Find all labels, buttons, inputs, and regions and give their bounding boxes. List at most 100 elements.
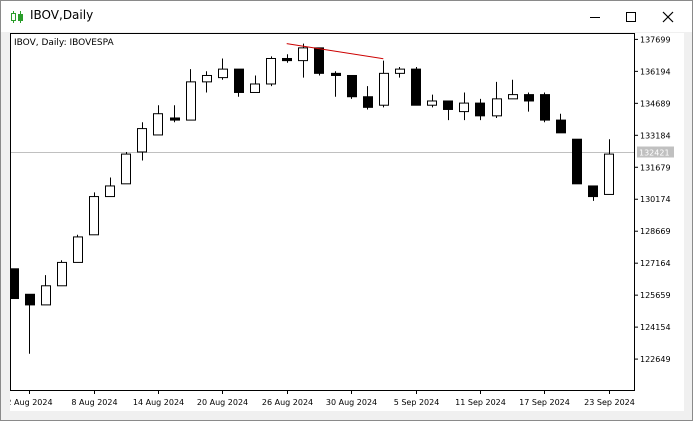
candle-body [363, 96, 373, 108]
x-tick-label: 14 Aug 2024 [133, 398, 184, 407]
y-tick-label: 124154 [640, 323, 671, 332]
candle [121, 151, 131, 185]
candlestick-chart-icon [10, 9, 24, 23]
close-icon [662, 11, 674, 22]
y-tick-label: 122649 [640, 355, 671, 364]
candle-body [137, 128, 147, 153]
candle [459, 92, 469, 121]
title-bar[interactable]: IBOV,Daily [1, 1, 692, 32]
candle-body [25, 293, 35, 306]
candle [186, 69, 196, 121]
candle [492, 81, 502, 118]
candle [105, 177, 115, 198]
candle [9, 268, 19, 300]
candle-body [298, 47, 308, 62]
candle-body [347, 74, 357, 98]
candle [170, 105, 180, 123]
candle-body [218, 68, 228, 79]
candle-body [9, 268, 19, 300]
candle-body [443, 100, 453, 110]
candle [411, 66, 421, 106]
maximize-icon [626, 11, 636, 22]
candle [508, 79, 518, 100]
candle [25, 293, 35, 354]
candle-body [331, 72, 341, 76]
candle-body [508, 94, 518, 100]
candle-body [411, 68, 421, 106]
candle-body [250, 83, 260, 93]
x-tick-label: 20 Aug 2024 [197, 398, 248, 407]
candle [266, 56, 276, 87]
window-title: IBOV,Daily [30, 8, 94, 22]
candle [572, 138, 582, 185]
y-tick-label: 136194 [640, 67, 671, 76]
candle-body [475, 102, 485, 117]
candle [347, 74, 357, 99]
candle-body [395, 68, 405, 74]
candle-body [314, 47, 324, 74]
maximize-button[interactable] [613, 1, 649, 32]
x-tick-label: 11 Sep 2024 [455, 398, 506, 407]
candle-body [73, 236, 83, 263]
x-tick-label: 8 Aug 2024 [71, 398, 117, 407]
candle-body [492, 98, 502, 117]
candle [363, 86, 373, 110]
x-tick-label: 26 Aug 2024 [262, 398, 313, 407]
candle-body [540, 94, 550, 121]
candle-body [153, 113, 163, 136]
candle-body [266, 57, 276, 85]
y-tick-label: 125659 [640, 291, 671, 300]
candle [57, 260, 67, 287]
candle [524, 92, 534, 112]
candlestick-chart[interactable]: 137699 136194 134689 133184 131679 130174 1286… [6, 33, 684, 411]
y-tick-label: 134689 [640, 99, 671, 108]
x-tick-label: 30 Aug 2024 [326, 398, 377, 407]
chart-area[interactable]: 137699 136194 134689 133184 131679 130174 1286… [6, 33, 684, 411]
y-tick-label: 127164 [640, 259, 671, 268]
minimize-button[interactable] [577, 1, 613, 32]
candle-body [524, 94, 534, 102]
candle [153, 105, 163, 136]
candle-body [427, 100, 437, 106]
candle [250, 75, 260, 93]
chart-title: IBOV, Daily: IBOVESPA [14, 38, 114, 48]
candle-body [170, 117, 180, 121]
candle-body [234, 68, 244, 93]
candle-body [572, 138, 582, 185]
candle [73, 234, 83, 263]
candle [41, 275, 51, 306]
x-tick-label: 23 Sep 2024 [584, 398, 635, 407]
candle [475, 98, 485, 121]
candle-body [186, 81, 196, 121]
candle [314, 47, 324, 76]
x-tick-label: 2 Aug 2024 [10, 398, 53, 407]
y-tick-label: 131679 [640, 163, 671, 172]
candle [202, 71, 212, 93]
candle-body [202, 74, 212, 83]
y-tick-label: 130174 [640, 195, 671, 204]
close-button[interactable] [650, 1, 686, 32]
candle [282, 54, 292, 63]
candle-body [57, 261, 67, 287]
candle-body [282, 57, 292, 62]
candle-body [604, 153, 614, 195]
candle-body [105, 185, 115, 198]
candle [540, 92, 550, 123]
candle [443, 100, 453, 121]
current-price-label-box [637, 146, 674, 158]
candle [604, 139, 614, 195]
current-price-label: 132421 [639, 149, 670, 158]
candle [137, 122, 147, 161]
x-tick-label: 17 Sep 2024 [519, 398, 570, 407]
candle [556, 113, 566, 134]
candle [331, 71, 341, 97]
candle [379, 60, 389, 108]
candle [234, 68, 244, 97]
y-tick-label: 137699 [640, 35, 671, 44]
candle-body [121, 153, 131, 185]
y-tick-label: 128669 [640, 227, 671, 236]
candle-body [379, 72, 389, 106]
candle-body [556, 119, 566, 134]
candle-body [89, 196, 99, 236]
